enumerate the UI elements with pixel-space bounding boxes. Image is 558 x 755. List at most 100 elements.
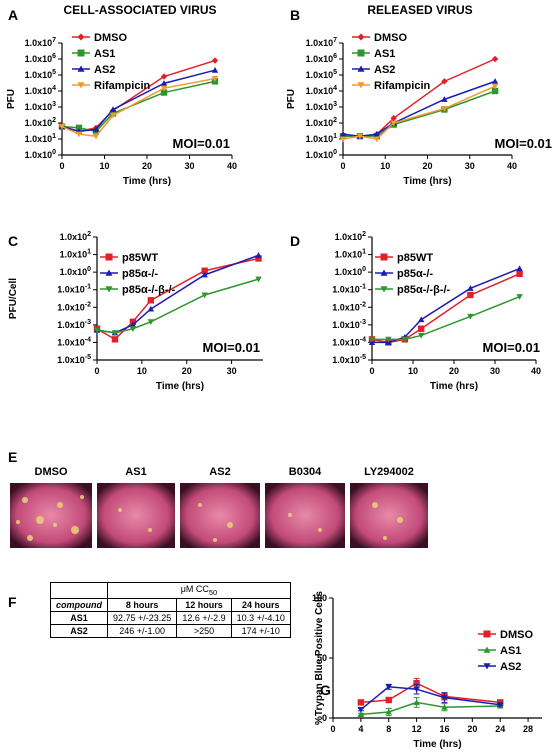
y-tick-label: 1.0x103 — [25, 101, 57, 112]
y-tick-label: 1.0x100 — [60, 266, 92, 277]
y-tick-label: 1.0x106 — [306, 53, 338, 64]
x-tick-label: 0 — [330, 724, 335, 734]
image-label: DMSO — [35, 466, 68, 478]
y-tick-exponent: 5 — [333, 69, 337, 76]
legend-marker — [105, 286, 113, 293]
y-tick-label: 1.0x102 — [306, 117, 338, 128]
y-tick-exponent: 1 — [333, 133, 337, 140]
row-header: AS1 — [50, 610, 108, 625]
marker — [413, 686, 420, 693]
y-tick-label: 1.0x100 — [306, 149, 338, 160]
x-tick-label: 30 — [227, 366, 237, 376]
y-tick-exponent: 0 — [362, 266, 366, 273]
marker — [467, 313, 474, 320]
y-tick-exponent: -3 — [360, 319, 366, 326]
marker — [401, 336, 408, 343]
y-axis-label: PFU/Cell — [8, 278, 19, 319]
micrographs — [10, 483, 428, 548]
table-cell — [50, 582, 108, 599]
table-cell: 246 +/-1.00 — [106, 623, 178, 638]
y-tick-label: 50 — [317, 653, 327, 663]
legend-marker — [357, 33, 365, 41]
y-tick-exponent: 6 — [52, 53, 56, 60]
y-tick-exponent: 7 — [52, 37, 56, 44]
series-line — [61, 77, 216, 137]
y-tick-exponent: 2 — [362, 231, 366, 238]
marker — [75, 124, 83, 132]
legend-label: p85WT — [122, 252, 158, 264]
legend-label: AS1 — [500, 645, 521, 657]
x-axis-label: Time (hrs) — [430, 381, 478, 392]
y-tick-exponent: -1 — [85, 284, 91, 291]
marker — [92, 133, 100, 140]
y-tick-exponent: 3 — [52, 101, 56, 108]
legend-label: DMSO — [374, 32, 407, 44]
panel-letter: F — [8, 594, 17, 610]
y-axis-label: PFU — [6, 89, 17, 109]
marker — [211, 66, 219, 73]
y-tick-label: 1.0x10-3 — [57, 319, 91, 330]
legend-marker — [380, 286, 388, 293]
y-tick-exponent: -4 — [360, 336, 366, 343]
x-tick-label: 30 — [465, 161, 475, 171]
series-line — [372, 296, 520, 341]
y-tick-exponent: -4 — [85, 336, 91, 343]
legend-label: AS2 — [500, 661, 521, 673]
panel-letter: B — [290, 7, 300, 23]
y-tick-label: 1.0x102 — [335, 231, 367, 242]
y-tick-exponent: -3 — [85, 319, 91, 326]
marker — [129, 321, 137, 328]
micrograph — [350, 483, 428, 548]
column-header: 8 hours — [106, 597, 178, 612]
legend-label: AS2 — [94, 64, 115, 76]
y-tick-exponent: 4 — [333, 85, 337, 92]
series-line — [342, 85, 496, 140]
marker — [373, 130, 380, 137]
table-cell: 10.3 +/-4.10 — [230, 610, 291, 625]
table-cell: 12.6 +/-2.9 — [176, 610, 232, 625]
x-tick-label: 12 — [412, 724, 422, 734]
y-tick-label: 1.0x10-2 — [57, 301, 91, 312]
x-axis-label: Time (hrs) — [156, 381, 204, 392]
annotation: MOI=0.01 — [483, 340, 540, 355]
micrograph — [180, 483, 260, 548]
y-tick-label: 1.0x10-5 — [332, 354, 366, 365]
marker — [441, 78, 448, 85]
marker — [356, 133, 364, 140]
y-tick-label: 1.0x107 — [306, 37, 338, 48]
legend-label: p85α-/-β-/- — [122, 284, 176, 296]
y-tick-label: 1.0x103 — [306, 101, 338, 112]
marker — [491, 55, 499, 63]
marker — [339, 136, 347, 143]
y-tick-label: 1.0x105 — [306, 69, 338, 80]
y-tick-exponent: 2 — [52, 117, 56, 124]
x-tick-label: 40 — [507, 161, 517, 171]
y-axis-label: PFU — [286, 89, 297, 109]
x-tick-label: 0 — [94, 366, 99, 376]
micrograph — [265, 483, 345, 548]
y-axis-label: %Trypan Blue Positive Cells — [314, 591, 325, 725]
series-line — [372, 267, 520, 344]
legend-marker — [483, 646, 491, 653]
y-tick-exponent: -1 — [360, 284, 366, 291]
x-tick-label: 40 — [531, 366, 541, 376]
y-tick-exponent: 0 — [333, 149, 337, 156]
legend-marker — [105, 269, 113, 276]
marker — [160, 80, 168, 86]
x-tick-label: 10 — [408, 366, 418, 376]
marker — [211, 57, 219, 64]
marker — [147, 297, 155, 304]
x-tick-label: 0 — [340, 161, 345, 171]
x-axis-label: Time (hrs) — [123, 176, 171, 187]
y-tick-exponent: 6 — [333, 53, 337, 60]
y-tick-label: 1.0x104 — [25, 85, 57, 96]
plaques — [16, 495, 403, 542]
panel-letter: A — [8, 7, 18, 23]
marker — [491, 78, 499, 84]
series-line — [360, 701, 501, 716]
legend-label: p85α-/- — [397, 268, 433, 280]
y-tick-exponent: 7 — [333, 37, 337, 44]
legend-label: AS1 — [374, 48, 395, 60]
marker — [357, 711, 365, 717]
